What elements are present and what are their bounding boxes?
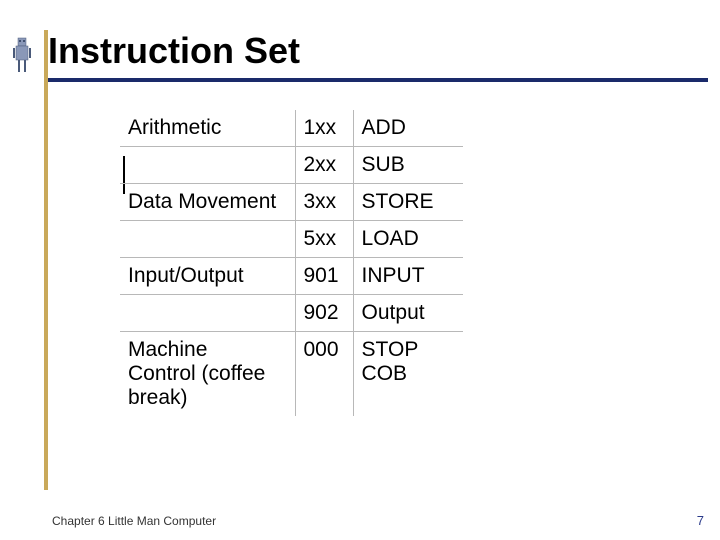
cell-category xyxy=(120,147,295,184)
cell-code: 901 xyxy=(295,258,353,295)
table-row: Arithmetic 1xx ADD xyxy=(120,110,463,147)
cell-mnemonic: Output xyxy=(353,295,463,332)
cell-mnemonic: STOP COB xyxy=(353,332,463,417)
table-row: Data Movement 3xx STORE xyxy=(120,184,463,221)
table-row: 902 Output xyxy=(120,295,463,332)
cell-code: 902 xyxy=(295,295,353,332)
footer-chapter: Chapter 6 Little Man Computer xyxy=(52,514,216,528)
cell-code: 3xx xyxy=(295,184,353,221)
slide: Instruction Set Arithmetic 1xx ADD 2xx S… xyxy=(0,0,720,540)
vertical-accent-bar xyxy=(44,30,48,490)
cell-code: 000 xyxy=(295,332,353,417)
cell-mnemonic: ADD xyxy=(353,110,463,147)
page-number: 7 xyxy=(697,513,704,528)
robot-decoration xyxy=(10,36,40,86)
robot-icon xyxy=(10,56,34,81)
cell-mnemonic: INPUT xyxy=(353,258,463,295)
instruction-table: Arithmetic 1xx ADD 2xx SUB Data Movement… xyxy=(120,110,463,416)
cell-code: 5xx xyxy=(295,221,353,258)
header: Instruction Set xyxy=(48,30,700,82)
cell-category: Arithmetic xyxy=(120,110,295,147)
table-row: 2xx SUB xyxy=(120,147,463,184)
cell-code: 2xx xyxy=(295,147,353,184)
cell-mnemonic: LOAD xyxy=(353,221,463,258)
table-row: Machine Control (coffee break) 000 STOP … xyxy=(120,332,463,417)
title-underline xyxy=(48,78,708,82)
cell-category: Data Movement xyxy=(120,184,295,221)
cell-mnemonic: SUB xyxy=(353,147,463,184)
cell-category xyxy=(120,221,295,258)
cell-category: Input/Output xyxy=(120,258,295,295)
cell-category xyxy=(120,295,295,332)
cell-mnemonic: STORE xyxy=(353,184,463,221)
cell-code: 1xx xyxy=(295,110,353,147)
table-row: 5xx LOAD xyxy=(120,221,463,258)
table-row: Input/Output 901 INPUT xyxy=(120,258,463,295)
page-title: Instruction Set xyxy=(48,30,700,72)
cell-category: Machine Control (coffee break) xyxy=(120,332,295,417)
